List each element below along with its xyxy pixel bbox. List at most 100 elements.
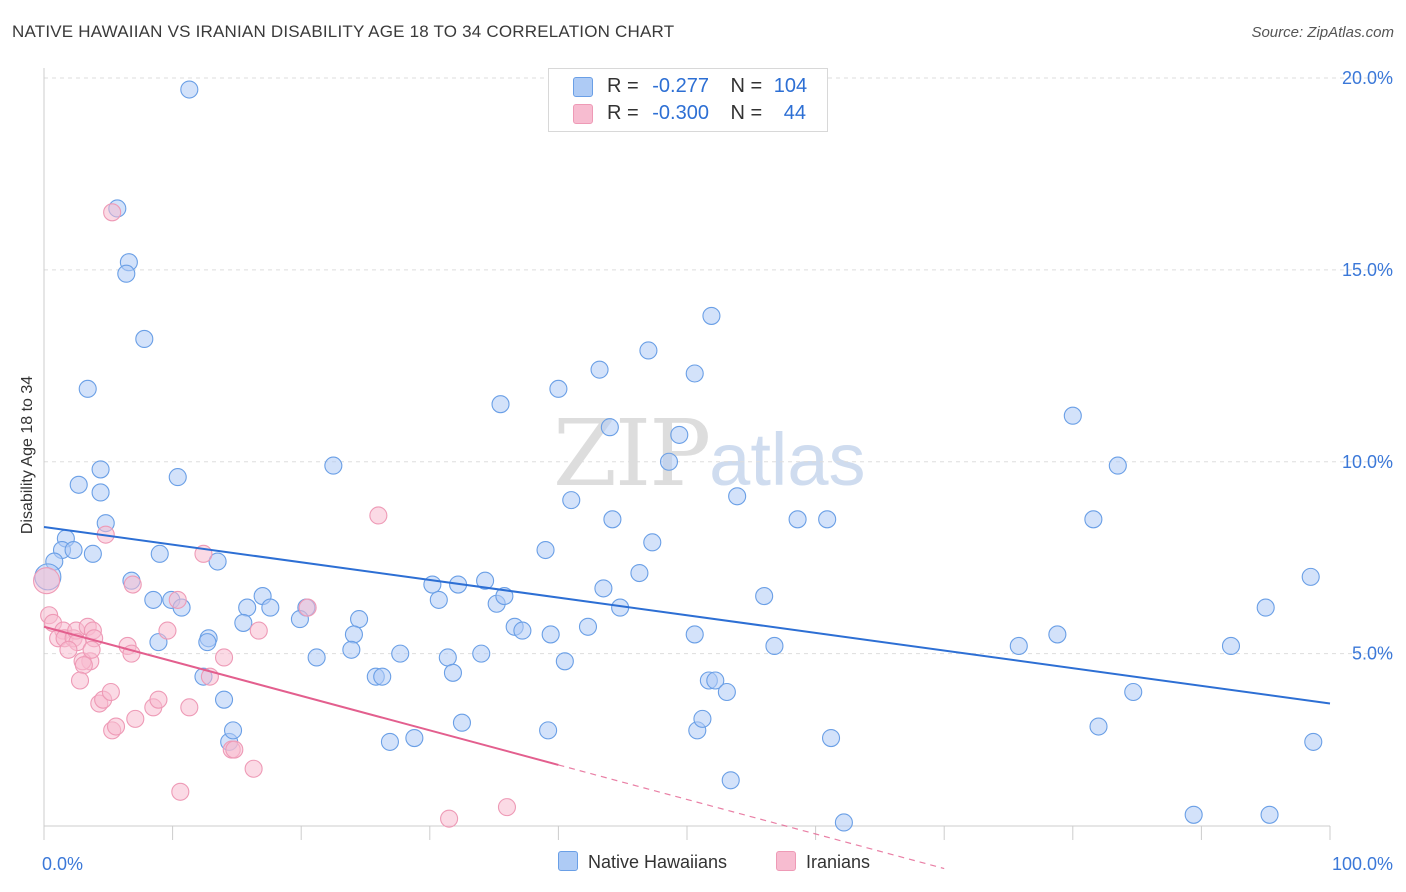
native-hawaiian-point xyxy=(513,621,532,640)
y-tick-label: 10.0% xyxy=(1342,452,1393,472)
native-hawaiian-point xyxy=(344,625,363,644)
native-hawaiian-point xyxy=(670,425,689,444)
legend-r-label: R = xyxy=(607,75,639,97)
iranian-point xyxy=(440,809,459,828)
iranian-point xyxy=(33,567,61,595)
native-hawaiian-point xyxy=(208,552,227,571)
native-hawaiian-point xyxy=(834,813,853,832)
native-hawaiian-point xyxy=(350,610,369,629)
legend-r-value: -0.300 xyxy=(652,102,709,124)
iranian-point xyxy=(149,690,168,709)
x-tick-label: 100.0% xyxy=(1332,854,1393,874)
native-hawaiian-point xyxy=(223,721,243,740)
y-tick-label: 20.0% xyxy=(1342,68,1393,88)
legend-n-value: 44 xyxy=(783,102,807,124)
native-hawaiian-trend-line xyxy=(43,525,1331,705)
native-hawaiian-point xyxy=(555,652,574,671)
stats-legend: R = -0.277 N = 104 R = -0.300 N = 44 xyxy=(548,68,828,132)
native-hawaiian-point xyxy=(600,418,619,437)
native-hawaiian-point xyxy=(1084,510,1103,529)
legend-n-label: N = xyxy=(730,102,763,124)
bottom-legend-native-hawaiians: Native Hawaiians xyxy=(558,851,727,873)
native-hawaiian-point xyxy=(168,468,187,487)
native-hawaiian-point xyxy=(788,510,807,529)
native-hawaiian-point xyxy=(1124,682,1143,702)
legend-n-value: 104 xyxy=(773,75,808,97)
bottom-legend-label: Iranians xyxy=(806,852,871,872)
native-hawaiian-point xyxy=(117,264,136,283)
native-hawaiian-point xyxy=(324,456,343,475)
native-hawaiian-point xyxy=(180,80,199,99)
watermark-atlas: atlas xyxy=(709,418,866,501)
native-hawaiian-point xyxy=(659,452,679,471)
native-hawaiian-point xyxy=(765,636,784,656)
iranian-point xyxy=(497,798,517,817)
iranian-point xyxy=(74,656,93,675)
watermark: ZIPatlas xyxy=(553,400,865,507)
native-hawaiian-point xyxy=(1048,625,1067,644)
iranian-point xyxy=(168,590,187,609)
legend-swatch-iranians xyxy=(573,104,593,124)
native-hawaiian-point xyxy=(643,533,662,552)
legend-r-label: R = xyxy=(607,102,639,124)
native-hawaiian-point xyxy=(69,475,88,494)
iranian-point xyxy=(369,506,388,525)
y-tick-label: 5.0% xyxy=(1352,644,1393,664)
native-hawaiian-point xyxy=(91,483,110,502)
native-hawaiian-point xyxy=(1089,717,1108,736)
legend-n-label: N = xyxy=(730,75,763,97)
native-hawaiian-point xyxy=(562,491,581,510)
native-hawaiian-point xyxy=(1260,805,1279,824)
native-hawaiian-point xyxy=(549,379,568,398)
source-credit: Source: ZipAtlas.com xyxy=(1251,24,1394,41)
iranian-point xyxy=(103,203,122,222)
native-hawaiian-point xyxy=(214,690,234,709)
native-hawaiian-point xyxy=(728,487,747,506)
iranian-point xyxy=(70,671,90,690)
legend-swatch-native-hawaiians xyxy=(573,77,593,97)
iranian-point xyxy=(82,640,101,659)
native-hawaiian-point xyxy=(578,617,598,636)
native-hawaiian-point xyxy=(1301,567,1320,586)
native-hawaiian-point xyxy=(590,360,609,379)
native-hawaiian-point xyxy=(706,671,725,690)
native-hawaiian-point xyxy=(685,625,704,644)
native-hawaiian-point xyxy=(144,590,163,609)
native-hawaiian-point xyxy=(78,379,97,398)
y-tick-label: 15.0% xyxy=(1342,260,1393,280)
native-hawaiian-point xyxy=(405,728,424,748)
iranian-point xyxy=(225,740,244,759)
native-hawaiian-point xyxy=(234,613,253,632)
native-hawaiian-point xyxy=(639,341,658,360)
iranian-trend-extension xyxy=(558,764,945,870)
native-hawaiian-point xyxy=(685,364,704,383)
native-hawaiian-point xyxy=(307,648,326,667)
native-hawaiian-point xyxy=(380,732,399,751)
native-hawaiian-point xyxy=(717,682,736,702)
native-hawaiian-point xyxy=(1304,732,1323,751)
native-hawaiian-point xyxy=(693,709,712,728)
bottom-legend-iranians: Iranians xyxy=(776,851,870,873)
native-hawaiian-point xyxy=(755,587,774,606)
iranian-point xyxy=(126,709,145,728)
native-hawaiian-point xyxy=(539,721,558,740)
native-hawaiian-point xyxy=(438,648,457,667)
native-hawaiian-point xyxy=(495,587,514,606)
native-hawaiian-point xyxy=(261,598,280,617)
native-hawaiian-point xyxy=(1256,598,1275,617)
iranian-point xyxy=(214,648,234,667)
x-tick-label: 0.0% xyxy=(42,854,83,874)
native-hawaiian-point xyxy=(452,713,472,732)
iranian-trend-line xyxy=(43,625,559,766)
iranian-point xyxy=(180,698,199,717)
native-hawaiian-point xyxy=(1221,636,1241,656)
native-hawaiian-point xyxy=(238,598,257,617)
native-hawaiian-point xyxy=(135,329,154,349)
iranian-point xyxy=(106,717,126,736)
native-hawaiian-point xyxy=(476,571,495,590)
native-hawaiian-point xyxy=(429,590,448,609)
legend-r-value: -0.277 xyxy=(652,75,709,97)
native-hawaiian-point xyxy=(721,771,740,790)
bottom-legend-swatch xyxy=(776,851,796,871)
